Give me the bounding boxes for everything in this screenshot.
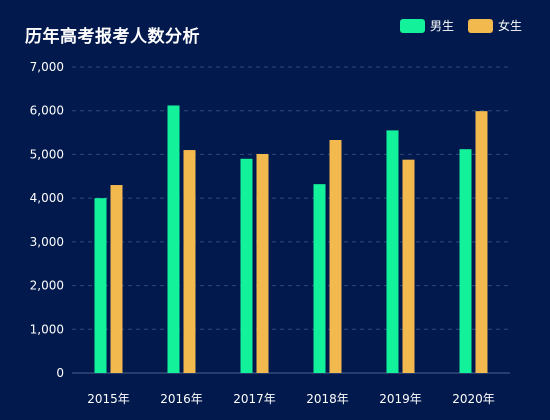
y-tick-label: 1,000 [30, 322, 64, 336]
y-tick-label: 0 [56, 366, 64, 380]
x-tick-label: 2017年 [233, 392, 276, 406]
legend-swatch-male [399, 18, 425, 33]
bar-female[interactable] [475, 111, 488, 373]
y-tick-label: 3,000 [30, 235, 64, 249]
bar-male[interactable] [313, 184, 326, 373]
legend-label-female: 女生 [497, 19, 522, 33]
bar-female[interactable] [329, 140, 342, 373]
bars [94, 105, 488, 374]
x-tick-label: 2018年 [306, 392, 349, 406]
x-tick-label: 2019年 [379, 392, 422, 406]
chart-title: 历年高考报考人数分析 [25, 27, 200, 47]
bar-male[interactable] [386, 130, 399, 373]
y-tick-label: 6,000 [30, 104, 64, 118]
y-tick-label: 4,000 [30, 191, 64, 205]
bar-male[interactable] [240, 158, 253, 373]
legend-item-female[interactable]: 女生 [467, 17, 522, 34]
y-tick-label: 5,000 [30, 147, 64, 161]
legend-item-male[interactable]: 男生 [399, 17, 454, 34]
bar-female[interactable] [256, 153, 269, 373]
x-tick-label: 2020年 [452, 392, 495, 406]
grid-lines [72, 66, 510, 330]
y-tick-label: 2,000 [30, 279, 64, 293]
bar-female[interactable] [183, 150, 196, 373]
x-tick-label: 2015年 [87, 392, 130, 406]
x-tick-label: 2016年 [160, 392, 203, 406]
y-tick-label: 7,000 [30, 60, 64, 74]
legend-swatch-female [467, 18, 493, 33]
chart-legend: 男生 女生 [386, 17, 522, 34]
bar-male[interactable] [167, 105, 180, 374]
bar-female[interactable] [110, 185, 123, 373]
y-axis: 0 1,000 2,000 3,000 4,000 5,000 6,000 7,000 [30, 60, 64, 380]
bar-male[interactable] [459, 149, 472, 373]
bar-male[interactable] [94, 198, 107, 373]
legend-label-male: 男生 [429, 19, 454, 33]
x-axis: 2015年 2016年 2017年 2018年 2019年 2020年 [72, 372, 510, 406]
bar-female[interactable] [402, 159, 415, 373]
